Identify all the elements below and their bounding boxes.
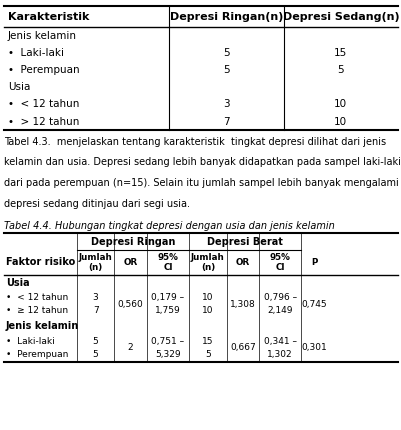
Text: 5
5: 5 5 (93, 337, 98, 359)
Text: 15
5: 15 5 (202, 337, 213, 359)
Text: Tabel 4.3.  menjelaskan tentang karakteristik  tingkat depresi dilihat dari jeni: Tabel 4.3. menjelaskan tentang karakteri… (4, 137, 385, 147)
Text: 0,341 –
1,302: 0,341 – 1,302 (263, 337, 296, 359)
Text: Jumlah
(n): Jumlah (n) (190, 252, 224, 272)
Text: Depresi Ringan(n): Depresi Ringan(n) (170, 12, 283, 22)
Text: Jumlah
(n): Jumlah (n) (79, 252, 112, 272)
Text: 3: 3 (223, 99, 229, 110)
Text: 5: 5 (223, 65, 229, 75)
Text: 0,560: 0,560 (117, 300, 143, 309)
Text: Depresi Ringan: Depresi Ringan (91, 237, 175, 247)
Text: Tabel 4.4. Hubungan tingkat depresi dengan usia dan jenis kelamin: Tabel 4.4. Hubungan tingkat depresi deng… (4, 221, 334, 231)
Text: Karakteristik: Karakteristik (8, 12, 89, 22)
Text: •  Perempuan: • Perempuan (8, 65, 79, 75)
Text: Depresi Sedang(n): Depresi Sedang(n) (282, 12, 398, 22)
Text: 0,745: 0,745 (301, 300, 326, 309)
Text: •  < 12 tahun
•  ≥ 12 tahun: • < 12 tahun • ≥ 12 tahun (6, 293, 68, 315)
Text: 15: 15 (333, 48, 346, 58)
Text: 3
7: 3 7 (93, 293, 98, 315)
Text: P: P (310, 258, 317, 267)
Text: depresi sedang ditinjau dari segi usia.: depresi sedang ditinjau dari segi usia. (4, 199, 190, 209)
Text: 0,751 –
5,329: 0,751 – 5,329 (151, 337, 184, 359)
Text: 0,301: 0,301 (301, 343, 326, 352)
Text: 5: 5 (337, 65, 343, 75)
Text: Jenis kelamin: Jenis kelamin (8, 31, 77, 41)
Text: 1,308: 1,308 (229, 300, 255, 309)
Text: 0,179 –
1,759: 0,179 – 1,759 (151, 293, 184, 315)
Text: 95%
CI: 95% CI (157, 252, 178, 272)
Text: Usia: Usia (8, 82, 30, 92)
Text: OR: OR (235, 258, 249, 267)
Text: •  > 12 tahun: • > 12 tahun (8, 117, 79, 127)
Text: OR: OR (123, 258, 137, 267)
Text: 10
10: 10 10 (202, 293, 213, 315)
Text: 10: 10 (334, 99, 346, 110)
Text: •  < 12 tahun: • < 12 tahun (8, 99, 79, 110)
Text: •  Laki-laki: • Laki-laki (8, 48, 64, 58)
Text: dari pada perempuan (n=15). Selain itu jumlah sampel lebih banyak mengalami: dari pada perempuan (n=15). Selain itu j… (4, 178, 398, 188)
Text: •  Laki-laki
•  Perempuan: • Laki-laki • Perempuan (6, 337, 68, 359)
Text: 5: 5 (223, 48, 229, 58)
Text: Depresi Berat: Depresi Berat (207, 237, 283, 247)
Text: Usia: Usia (6, 277, 30, 288)
Text: 0,667: 0,667 (229, 343, 255, 352)
Text: 2: 2 (128, 343, 133, 352)
Text: Jenis kelamin: Jenis kelamin (6, 321, 79, 331)
Text: 95%
CI: 95% CI (269, 252, 290, 272)
Text: 0,796 –
2,149: 0,796 – 2,149 (263, 293, 296, 315)
Text: kelamin dan usia. Depresi sedang lebih banyak didapatkan pada sampel laki-laki: kelamin dan usia. Depresi sedang lebih b… (4, 157, 400, 167)
Text: 7: 7 (223, 117, 229, 127)
Text: 10: 10 (334, 117, 346, 127)
Text: Faktor risiko: Faktor risiko (6, 257, 75, 267)
